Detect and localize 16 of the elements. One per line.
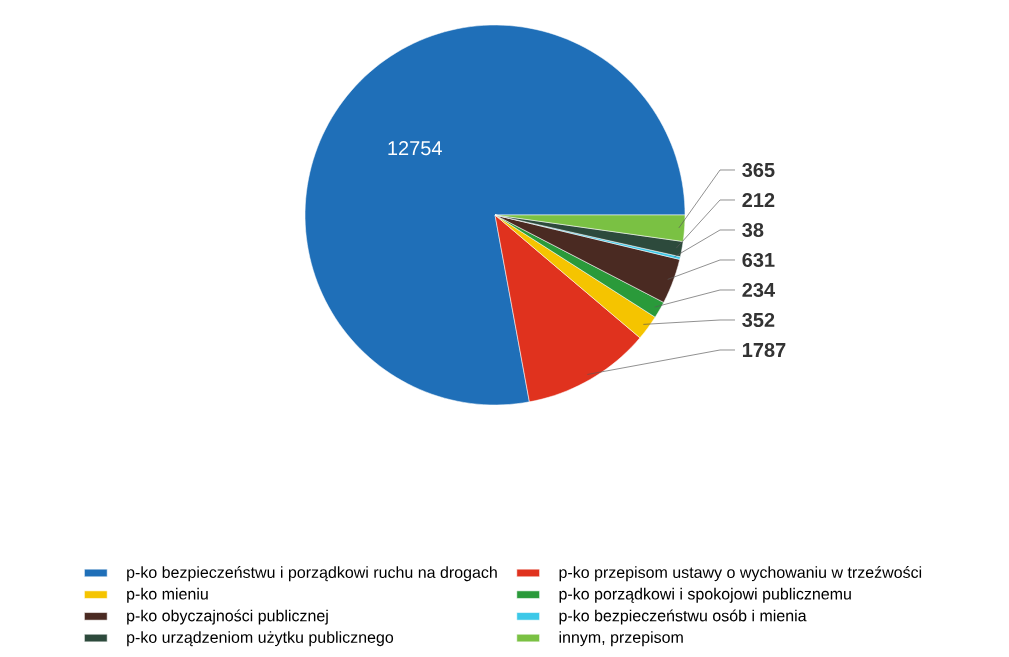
data-label: 365 — [742, 162, 775, 178]
data-label: 12754 — [388, 141, 442, 156]
legend-label: p-ko urządzeniom użytku publicznego — [127, 631, 394, 647]
legend-label: innym, przepisom — [559, 631, 683, 647]
legend-label: p-ko mieniu — [127, 587, 208, 603]
data-label: 631 — [742, 252, 775, 268]
legend-label: p-ko bezpieczeństwu osób i mienia — [559, 609, 807, 625]
data-label: 352 — [742, 312, 775, 328]
legend-label: p-ko przepisom ustawy o wychowaniu w trzeźwości — [559, 566, 922, 582]
legend-label: p-ko bezpieczeństwu i porządkowi ruchu na drogach — [127, 566, 497, 582]
data-label: 234 — [742, 282, 775, 298]
legend-label: p-ko porządkowi i spokojowi publicznemu — [559, 587, 851, 603]
legend-label: p-ko obyczajności publicznej — [127, 609, 328, 625]
data-label: 38 — [742, 222, 764, 238]
data-label: 1787 — [742, 342, 786, 358]
data-label: 212 — [742, 193, 775, 207]
